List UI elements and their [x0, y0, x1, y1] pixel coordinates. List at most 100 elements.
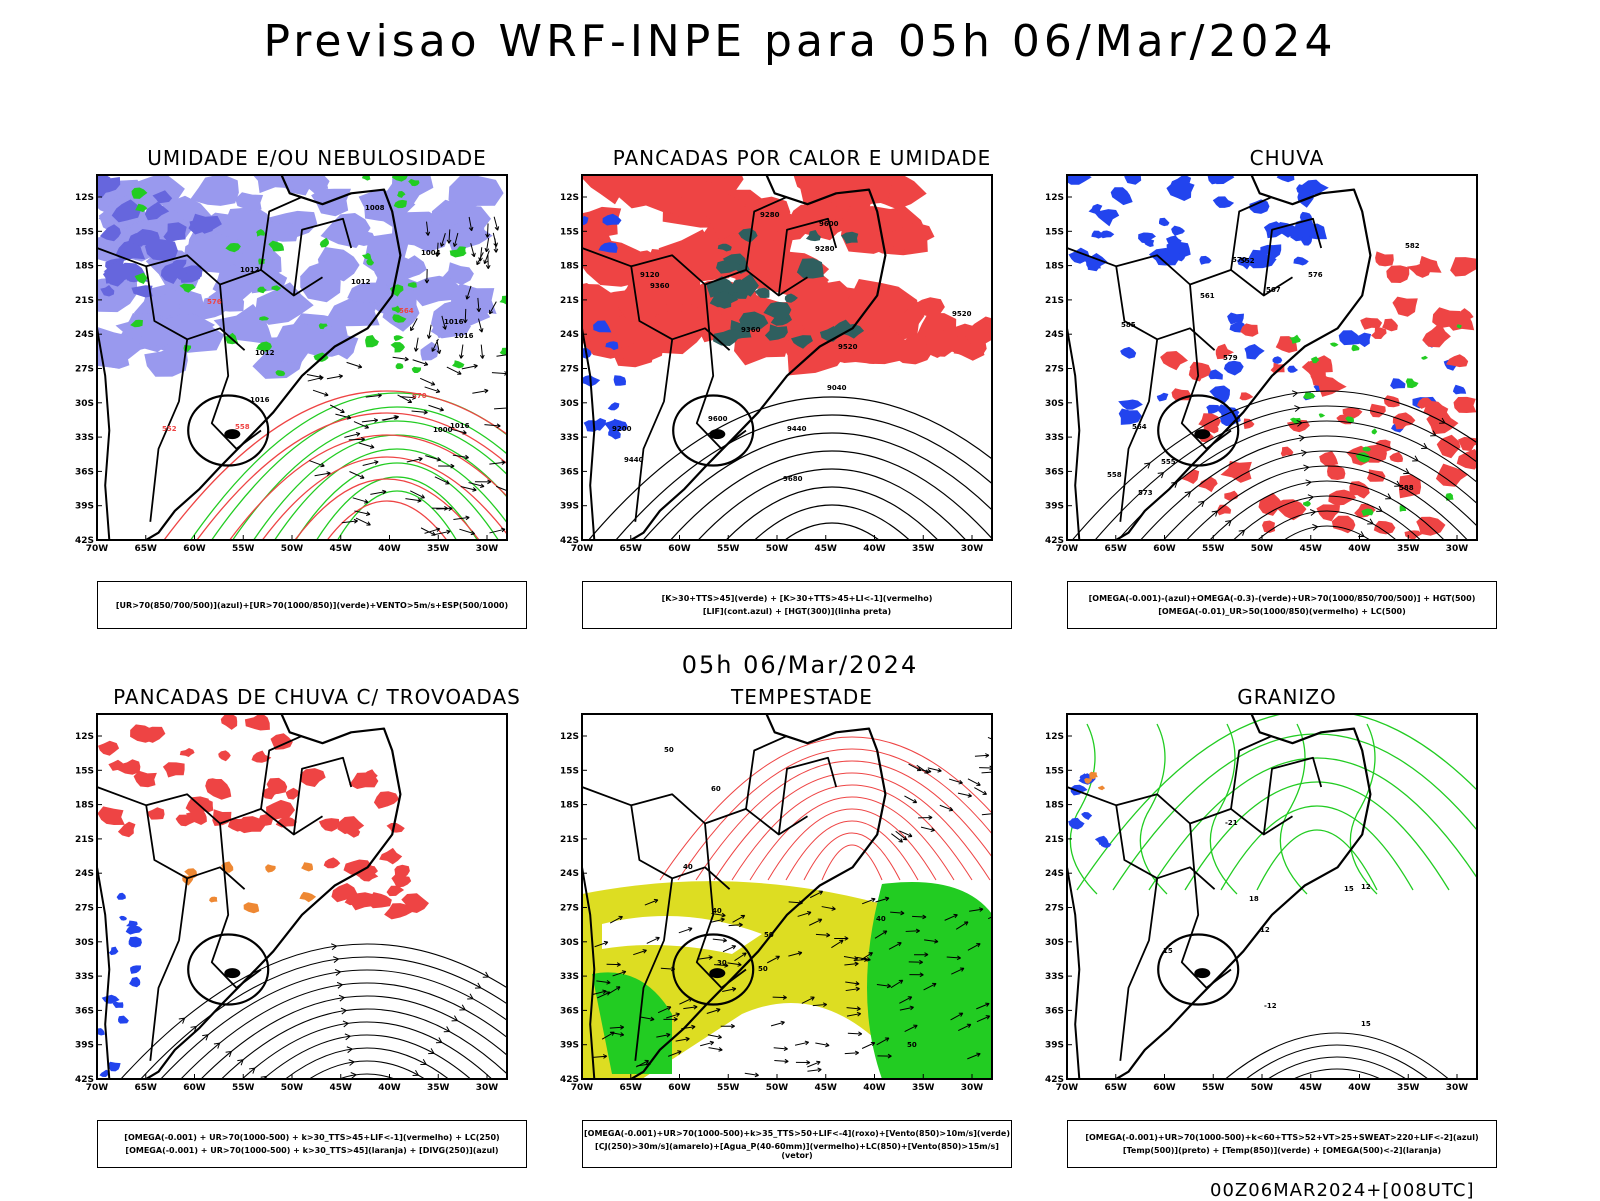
lat-tick-label: 27S — [75, 365, 94, 375]
lon-tick-label: 50W — [1251, 544, 1274, 554]
divergence-area — [128, 936, 142, 948]
wind-vector — [425, 455, 441, 462]
legend-line-2: [OMEGA(-0.001) + UR>70(1000-500) + k>30_… — [125, 1146, 499, 1155]
wind-vector — [890, 979, 904, 989]
lon-tick-label: 35W — [1397, 544, 1420, 554]
wind-vector — [876, 983, 892, 989]
streamline-arrow — [332, 956, 339, 963]
wind-vector — [353, 421, 370, 429]
contour-label: 1012 — [255, 349, 275, 357]
omega-area — [1300, 179, 1329, 196]
contour — [678, 820, 697, 832]
contour — [930, 714, 945, 724]
lon-tick-label: 65W — [1105, 544, 1128, 554]
contour-label: 50 — [664, 746, 674, 754]
thickness-contour — [261, 456, 507, 540]
omega-area — [1300, 236, 1313, 246]
contour — [692, 761, 704, 769]
humidity-contour — [259, 316, 269, 321]
humidity-contour — [393, 335, 404, 342]
wind-vector — [406, 456, 423, 463]
wind-vector — [967, 943, 981, 951]
wind-vector — [326, 374, 343, 380]
instability-area — [608, 175, 683, 209]
wind-vector — [844, 961, 859, 967]
wind-vector — [766, 955, 780, 964]
wind-vector — [496, 485, 507, 492]
instability-area — [754, 287, 770, 299]
wind-vector — [420, 527, 436, 536]
precipitable-water-contour — [749, 796, 955, 881]
wind-vector — [987, 736, 992, 740]
wind-vector — [483, 250, 490, 265]
wind-vector — [663, 1016, 678, 1022]
streamline — [262, 1034, 472, 1079]
wind-vector — [405, 498, 422, 503]
lon-tick-label: 50W — [281, 544, 304, 554]
lat-tick-label: 21S — [560, 296, 579, 306]
instability-area — [892, 337, 934, 365]
humidity-contour — [318, 323, 328, 330]
contour — [1428, 733, 1447, 744]
wind-vector — [744, 1072, 759, 1078]
lon-tick-label: 30W — [476, 544, 499, 554]
contour-label: 570 — [412, 392, 427, 400]
wind-vector — [358, 442, 375, 449]
state-border — [672, 394, 755, 467]
streamline-arrow — [1279, 559, 1285, 565]
map-layers: 1012 1016 1012 1016 1012 1016 1016 1008 1000 1004… — [97, 175, 507, 540]
lon-tick-label: 70W — [571, 1083, 594, 1093]
omega-strong-area — [1310, 356, 1320, 364]
thunderstorm-area — [220, 714, 238, 730]
lifted-index-contour — [604, 419, 622, 432]
precipitable-water-contour — [803, 832, 901, 881]
lon-tick-label: 60W — [1153, 544, 1176, 554]
thunderstorm-area — [179, 748, 195, 757]
lon-tick-label: 40W — [1348, 544, 1371, 554]
omega-strong-area — [1421, 355, 1428, 360]
contour — [1227, 1055, 1238, 1064]
instability-area — [741, 206, 780, 236]
contour-label: 40 — [683, 863, 693, 871]
map-frame — [1066, 174, 1478, 541]
hail-area — [1070, 784, 1088, 796]
lat-tick-label: 21S — [1045, 296, 1064, 306]
wind-vector — [609, 1025, 625, 1030]
coastline — [630, 175, 887, 540]
instability-area — [841, 231, 859, 244]
wind-vector — [436, 339, 442, 355]
streamline-arrow — [331, 943, 337, 951]
streamline — [338, 1073, 396, 1079]
contour — [1257, 985, 1275, 998]
country-border — [1115, 805, 1216, 890]
forecast-time-label: 05h 06/Mar/2024 — [681, 651, 919, 679]
contour-label: 1016 — [454, 332, 474, 340]
streamline-arrow — [1312, 523, 1319, 531]
omega-area — [1067, 175, 1092, 185]
wind-vector — [710, 917, 725, 923]
contour — [721, 717, 735, 727]
lon-tick-label: 30W — [1446, 544, 1469, 554]
humidity-area — [131, 285, 153, 298]
wind-vector — [846, 1011, 862, 1017]
wind-vector — [309, 460, 325, 468]
wind-vector — [734, 952, 747, 962]
legend-line-1: [OMEGA(-0.001) + UR>70(1000-500) + k>30_… — [124, 1133, 500, 1142]
lat-tick-label: 30S — [1045, 938, 1064, 948]
humidity-contour — [395, 363, 404, 370]
legend-line-2: [CJ(250)>30m/s](amarelo)+[Agua_P(40-60mm… — [595, 1141, 999, 1160]
contour-label: 9360 — [650, 282, 670, 290]
omega-area — [1209, 385, 1230, 404]
wind-vector — [592, 989, 607, 995]
lat-tick-label: 24S — [1045, 330, 1064, 340]
wind-vector — [955, 921, 969, 930]
humidity-area — [170, 268, 187, 280]
wind-vector — [450, 428, 467, 435]
thunderstorm-area — [354, 864, 378, 879]
height-contour — [725, 486, 939, 540]
streamline — [308, 1060, 426, 1079]
rain-area — [1239, 392, 1254, 401]
humidity-contour — [189, 392, 507, 540]
streamline-arrow — [451, 1015, 458, 1022]
instability-area — [784, 293, 798, 303]
